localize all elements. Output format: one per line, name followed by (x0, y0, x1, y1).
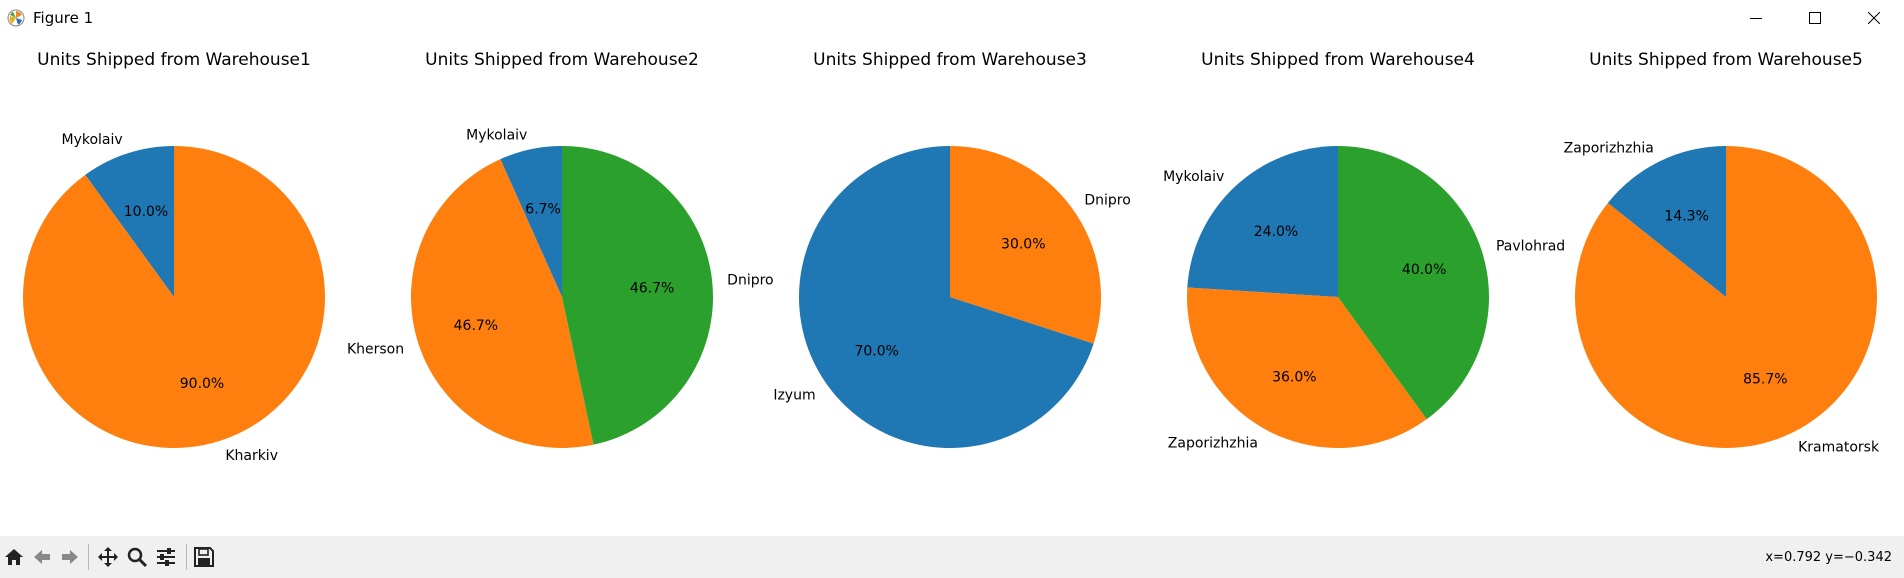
maximize-button[interactable] (1792, 0, 1838, 36)
slice-percent-label: 46.7% (630, 280, 674, 296)
slice-percent-label: 90.0% (180, 376, 224, 392)
slice-percent-label: 14.3% (1664, 208, 1708, 224)
pie-slice (1607, 146, 1726, 297)
maximize-icon (1809, 12, 1821, 24)
slice-category-label: Mykolaiv (1163, 169, 1224, 185)
pie-slice (562, 146, 713, 445)
chart-title: Units Shipped from Warehouse2 (425, 50, 699, 70)
slice-category-label: Zaporizhzhia (1168, 436, 1258, 452)
slice-category-label: Izyum (773, 388, 815, 404)
configure-subplots-button[interactable] (153, 544, 179, 570)
slice-category-label: Mykolaiv (61, 132, 122, 148)
minimize-button[interactable] (1733, 0, 1779, 36)
pie-chart-1: Units Shipped from Warehouse1 10.0% Mykola… (23, 50, 325, 464)
forward-icon (62, 550, 78, 564)
pie-slice (411, 159, 594, 448)
slice-category-label: Mykolaiv (466, 128, 527, 144)
forward-button[interactable] (57, 544, 83, 570)
slice-category-label: Kherson (347, 342, 404, 358)
pan-icon (98, 547, 118, 567)
chart-title: Units Shipped from Warehouse3 (813, 50, 1087, 70)
home-button[interactable] (1, 544, 27, 570)
zoom-icon (127, 547, 148, 568)
slice-percent-label: 30.0% (1001, 237, 1045, 253)
slice-percent-label: 70.0% (854, 343, 898, 359)
pie-chart-5: Units Shipped from Warehouse5 14.3% Zapori… (1564, 50, 1880, 456)
close-icon (1868, 12, 1880, 24)
zoom-button[interactable] (124, 544, 150, 570)
pie-charts-figure: Units Shipped from Warehouse1 10.0% Mykola… (23, 50, 1880, 464)
toolbar-divider (186, 544, 187, 570)
configure-subplots-icon (157, 548, 175, 566)
chart-title: Units Shipped from Warehouse4 (1201, 50, 1475, 70)
pie-chart-3: Units Shipped from Warehouse3 70.0% Izyum 3… (773, 50, 1131, 448)
window-title: Figure 1 (33, 9, 94, 27)
save-button[interactable] (191, 544, 217, 570)
home-icon (5, 549, 23, 565)
cursor-coordinates: x=0.792 y=−0.342 (1765, 550, 1892, 565)
plot-canvas[interactable]: Units Shipped from Warehouse1 10.0% Mykola… (0, 36, 1904, 536)
pie-slice (85, 146, 174, 297)
slice-percent-label: 46.7% (454, 318, 498, 334)
pie-slice (950, 146, 1101, 344)
pie-slice (798, 146, 1094, 448)
pie-chart-4: Units Shipped from Warehouse4 24.0% Mykola… (1163, 50, 1565, 452)
slice-category-label: Kharkiv (225, 448, 278, 464)
slice-percent-label: 36.0% (1272, 369, 1316, 385)
slice-category-label: Zaporizhzhia (1564, 140, 1654, 156)
slice-percent-label: 85.7% (1743, 372, 1787, 388)
pie-slice (1187, 146, 1338, 297)
slice-category-label: Pavlohrad (1496, 239, 1565, 255)
minimize-icon (1750, 18, 1762, 19)
slice-category-label: Dnipro (1084, 192, 1130, 208)
slice-percent-label: 6.7% (525, 201, 561, 217)
back-button[interactable] (29, 544, 55, 570)
pan-button[interactable] (95, 544, 121, 570)
pie-slice (1338, 146, 1489, 420)
chart-title: Units Shipped from Warehouse1 (37, 50, 311, 70)
pie-slice (23, 146, 325, 448)
back-icon (34, 550, 50, 564)
toolbar-divider (88, 544, 89, 570)
slice-percent-label: 10.0% (124, 204, 168, 220)
matplotlib-logo-icon (7, 9, 25, 27)
slice-percent-label: 24.0% (1254, 224, 1298, 240)
slice-category-label: Dnipro (727, 273, 773, 289)
slice-percent-label: 40.0% (1402, 262, 1446, 278)
save-icon (194, 547, 214, 567)
chart-title: Units Shipped from Warehouse5 (1589, 50, 1863, 70)
pie-slice (500, 146, 562, 297)
pie-chart-2: Units Shipped from Warehouse2 6.7% Mykolai… (347, 50, 774, 448)
pie-slice (1187, 287, 1427, 448)
navigation-toolbar: x=0.792 y=−0.342 (0, 536, 1904, 578)
pie-slice (1575, 146, 1878, 448)
close-button[interactable] (1851, 0, 1897, 36)
slice-category-label: Kramatorsk (1798, 440, 1880, 456)
window-titlebar: Figure 1 (0, 0, 1904, 36)
